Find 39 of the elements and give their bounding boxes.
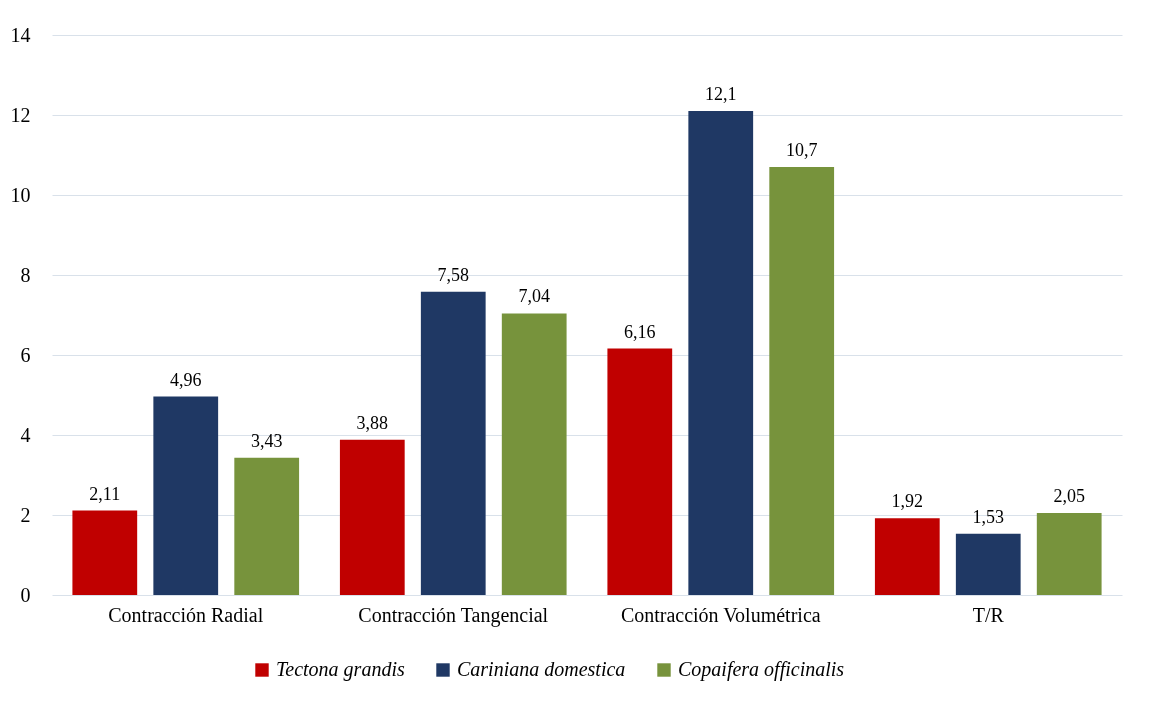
data-label: 2,11	[89, 483, 121, 504]
bar	[339, 439, 405, 595]
y-tick-label: 2	[20, 503, 31, 526]
y-tick-label: 4	[20, 423, 31, 446]
data-label: 12,1	[705, 84, 737, 104]
bar	[420, 291, 486, 595]
bar	[153, 396, 219, 595]
data-label: 1,53	[972, 506, 1004, 527]
x-tick-label: Contracción Tangencial	[358, 603, 549, 627]
y-tick-label: 14	[10, 23, 31, 46]
legend-label: Tectona grandis	[276, 658, 405, 681]
data-label: 6,16	[624, 321, 656, 342]
data-label: 3,88	[356, 412, 389, 433]
x-tick-label: Contracción Radial	[108, 603, 264, 626]
bar	[769, 167, 835, 595]
bar	[234, 457, 300, 595]
bar	[955, 533, 1021, 595]
data-label: 2,05	[1053, 486, 1085, 506]
y-tick-label: 10	[10, 183, 31, 206]
bar	[1036, 513, 1102, 595]
y-tick-label: 12	[10, 103, 31, 126]
bar	[607, 348, 673, 595]
data-label: 4,96	[170, 369, 202, 390]
bar	[501, 313, 567, 595]
data-label: 1,92	[891, 491, 924, 512]
y-tick-label: 6	[20, 343, 31, 366]
data-label: 10,7	[785, 140, 818, 160]
legend-label: Cariniana domestica	[457, 658, 626, 680]
x-tick-label: T/R	[972, 603, 1005, 626]
y-tick-label: 0	[20, 583, 31, 606]
data-label: 7,58	[437, 264, 469, 285]
data-label: 3,43	[250, 430, 283, 451]
bar	[874, 518, 940, 595]
data-label: 7,04	[518, 286, 550, 307]
legend-label: Copaifera officinalis	[678, 658, 845, 681]
bar	[72, 510, 138, 595]
bar	[688, 111, 754, 595]
y-tick-label: 8	[20, 263, 31, 286]
x-tick-label: Contracción Volumétrica	[620, 603, 821, 626]
